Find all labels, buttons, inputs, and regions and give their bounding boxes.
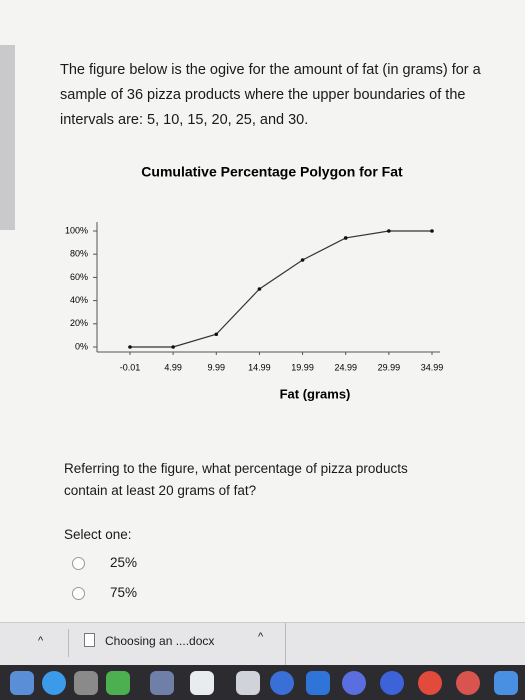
point: [387, 229, 391, 233]
app-icon[interactable]: [342, 671, 366, 695]
side-bar: [0, 45, 15, 230]
x-tick-label: 4.99: [164, 362, 182, 372]
app-icon[interactable]: [456, 671, 480, 695]
app-icon[interactable]: [74, 671, 98, 695]
x-tick-label: 29.99: [378, 362, 401, 372]
icon[interactable]: ^: [258, 631, 264, 643]
app-icon[interactable]: [10, 671, 34, 695]
icon: ^: [38, 635, 44, 647]
y-tick-label: 20%: [70, 318, 88, 328]
app-icon[interactable]: [418, 671, 442, 695]
x-tick-label: 19.99: [291, 362, 314, 372]
y-tick-label: 40%: [70, 295, 88, 305]
intro-text: The figure below is the ogive for the am…: [60, 62, 481, 128]
x-tick-label: -0.01: [120, 362, 141, 372]
option-label[interactable]: 25%: [110, 555, 138, 570]
app-icon[interactable]: [306, 671, 330, 695]
point: [257, 287, 262, 291]
chart: Cumulative Percentage Polygon for Fat Fa…: [65, 164, 444, 402]
app-icon[interactable]: [150, 671, 174, 695]
point: [430, 229, 434, 233]
point: [171, 345, 175, 349]
app-icon[interactable]: [190, 671, 214, 695]
app-icon[interactable]: [106, 671, 130, 695]
app-icon[interactable]: [270, 671, 294, 695]
app-icon[interactable]: [494, 671, 518, 695]
app-icon[interactable]: [380, 671, 404, 695]
y-tick-label: 0%: [75, 341, 88, 351]
select-label: Select one:: [64, 527, 132, 542]
x-tick-label: 14.99: [248, 362, 271, 372]
file-icon: [84, 633, 95, 647]
separator: [285, 623, 286, 665]
ogive-line: [130, 230, 432, 348]
x-tick-label: 24.99: [334, 362, 357, 372]
file-name[interactable]: Choosing an ....docx: [105, 634, 215, 648]
y-tick-label: 80%: [70, 249, 88, 259]
point: [300, 258, 305, 262]
app-icon[interactable]: [236, 671, 260, 695]
separator: [68, 629, 69, 657]
x-tick-label: 9.99: [208, 362, 226, 372]
option-label[interactable]: 75%: [110, 585, 138, 600]
x-tick-label: 34.99: [421, 362, 444, 372]
y-tick-label: 100%: [65, 225, 88, 235]
radio[interactable]: [72, 557, 85, 570]
point: [343, 236, 348, 240]
app-icon[interactable]: [42, 671, 66, 695]
chart-title: Cumulative Percentage Polygon for Fat: [141, 164, 403, 180]
download-bar: ^ Choosing an ....docx ^: [0, 622, 525, 665]
point: [214, 332, 219, 337]
y-tick-label: 60%: [70, 272, 88, 282]
x-axis-label: Fat (grams): [280, 386, 351, 401]
question-text: Referring to the figure, what percentage…: [64, 461, 408, 498]
point: [128, 345, 132, 349]
radio[interactable]: [72, 587, 85, 600]
dock: [0, 665, 525, 700]
